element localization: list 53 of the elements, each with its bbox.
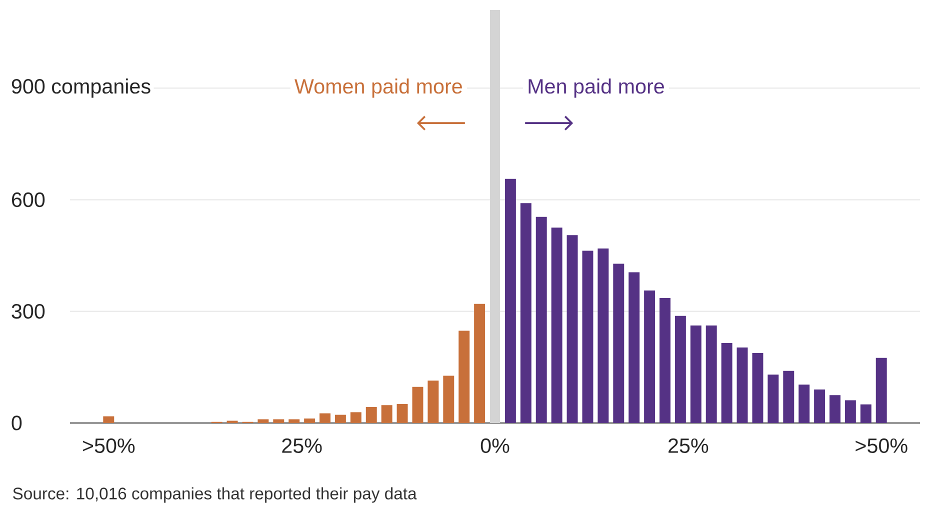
bar (768, 374, 779, 423)
bar (288, 419, 300, 423)
bar (551, 228, 562, 423)
bar (736, 347, 748, 423)
bar (412, 386, 424, 423)
bar (860, 404, 872, 423)
bar (644, 290, 656, 423)
source-note: Source: 10,016 companies that reported their pay data (13, 487, 417, 503)
bar (582, 250, 594, 423)
bar (103, 416, 114, 423)
bar (628, 272, 640, 423)
bar (660, 298, 670, 423)
x-tick-label: 25% (282, 438, 322, 453)
bar (613, 264, 624, 423)
bar (273, 419, 284, 423)
bar (752, 353, 764, 423)
bar (381, 405, 392, 423)
y-tick-label: 300 (12, 304, 45, 319)
y-tick-label: 0 (12, 416, 22, 430)
bar (334, 414, 346, 423)
bar (366, 406, 377, 423)
bar (428, 380, 439, 423)
bar (830, 395, 840, 423)
bar (474, 304, 486, 423)
bar (258, 419, 269, 423)
bar (674, 316, 686, 423)
bar (536, 216, 547, 423)
bar (814, 390, 826, 423)
bar (350, 412, 362, 423)
bar (458, 330, 470, 423)
x-tick-label: >50% (856, 438, 908, 453)
y-tick-label: 600 (12, 192, 45, 208)
bar (706, 326, 717, 423)
bar (798, 384, 810, 423)
x-tick-label: 0% (480, 438, 510, 453)
bar (783, 370, 794, 423)
annotation: Women paid more (294, 78, 462, 98)
bar (598, 248, 609, 423)
bar (520, 203, 532, 423)
bar (504, 178, 516, 423)
bar (443, 376, 454, 423)
x-tick-label: >50% (82, 438, 135, 453)
bar (690, 326, 702, 423)
bar (844, 400, 856, 423)
bar (396, 404, 408, 423)
bar (304, 418, 316, 423)
bar (566, 235, 578, 423)
y-tick-label: 900 companies (12, 78, 150, 98)
bar (721, 342, 732, 423)
bar (320, 413, 330, 423)
annotation: Men paid more (528, 78, 664, 98)
x-tick-label: 25% (668, 438, 708, 453)
bar (876, 358, 887, 423)
